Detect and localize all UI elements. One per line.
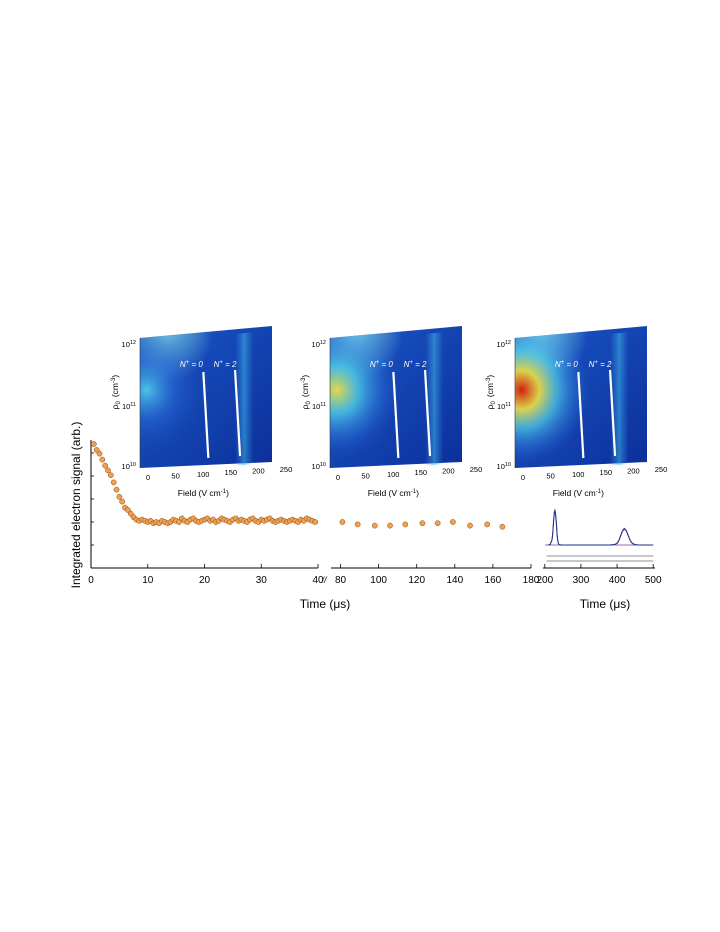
map-y-tick-label: 1010 <box>122 462 136 471</box>
ridge-line-n0 <box>392 371 400 459</box>
data-point <box>116 493 123 500</box>
x-tick-label: 500 <box>645 575 662 586</box>
heatmap-panel-3: N+ = 0 N+ = 2 1010 1011 1012 ρ0(cm-3) 0 50 100 15… <box>485 326 667 498</box>
map-y-tick-label: 1011 <box>312 402 326 411</box>
ridge-line-n2 <box>608 369 617 457</box>
ridge-line-n0 <box>577 371 585 459</box>
x-tick-label: 180 <box>523 575 540 586</box>
x-tick-label: 30 <box>256 575 268 586</box>
axis-break-symbol: // <box>320 575 328 585</box>
data-point <box>387 522 393 529</box>
map-y-tick-label: 1010 <box>312 462 326 471</box>
annotation-n0: N+ = 0 <box>370 360 393 369</box>
map-y-tick-label: 1012 <box>122 340 136 349</box>
data-point <box>419 520 426 527</box>
data-point <box>90 441 97 447</box>
data-point <box>110 479 117 486</box>
x-tick-label: 160 <box>485 575 502 586</box>
data-point <box>113 486 120 493</box>
x-tick-label: 200 <box>536 575 553 586</box>
map-x-tick-label: 50 <box>171 471 179 480</box>
data-point <box>339 519 346 525</box>
map-y-tick-label: 1011 <box>122 402 136 411</box>
annotation-n2: N+ = 2 <box>589 360 612 369</box>
data-point <box>108 472 114 479</box>
map-y-axis-label: ρ0(cm-3) <box>300 375 312 410</box>
data-point <box>96 450 103 457</box>
x-tick-label: 300 <box>573 575 590 586</box>
map-x-tick-label: 250 <box>280 465 293 474</box>
trace-line <box>548 508 654 546</box>
trace-panel-right: 200 300 400 500 <box>536 508 662 586</box>
ridge-line-n2 <box>233 369 242 457</box>
map-x-axis-label: Field (V cm-1) <box>368 488 419 498</box>
annotation-n2: N+ = 2 <box>404 360 427 369</box>
x-tick-label: 100 <box>370 575 387 586</box>
x-axis-label-main: Time (μs) <box>300 597 350 611</box>
map-y-axis-label: ρ0(cm-3) <box>110 375 122 410</box>
decay-panel-middle: 80 100 120 140 160 180 <box>331 519 540 586</box>
data-point <box>499 523 506 530</box>
map-x-tick-label: 200 <box>252 467 265 476</box>
data-point <box>102 462 109 469</box>
map-x-axis-label: Field (V cm-1) <box>178 488 229 498</box>
x-tick-label: 140 <box>446 575 463 586</box>
data-point <box>312 519 319 525</box>
annotation-n0: N+ = 0 <box>555 360 578 369</box>
map-x-tick-label: 150 <box>600 468 613 477</box>
map-x-tick-label: 100 <box>197 470 210 479</box>
data-point <box>371 522 378 529</box>
data-point <box>484 521 491 528</box>
x-tick-label: 10 <box>142 575 154 586</box>
decay-panel-left: 0 10 20 30 40 <box>88 440 324 586</box>
annotation-n2: N+ = 2 <box>214 360 237 369</box>
map-x-tick-label: 100 <box>572 470 585 479</box>
map-x-tick-label: 150 <box>225 468 238 477</box>
x-tick-label: 400 <box>609 575 626 586</box>
ridge-line-n0 <box>202 371 210 459</box>
map-x-tick-label: 200 <box>627 467 640 476</box>
map-x-tick-label: 0 <box>521 473 525 482</box>
data-point <box>354 521 361 528</box>
x-tick-label: 80 <box>335 575 347 586</box>
map-y-tick-label: 1012 <box>497 340 511 349</box>
heatmap-panel-1: N+ = 0 N+ = 2 1010 1011 1012 ρ0(cm-3) 0 50 100 15… <box>110 326 292 498</box>
map-x-tick-label: 50 <box>361 471 369 480</box>
map-x-tick-label: 0 <box>336 473 340 482</box>
data-point <box>402 521 409 528</box>
data-point <box>99 456 106 463</box>
ridge-line-n2 <box>423 369 432 457</box>
map-y-tick-label: 1011 <box>497 402 511 411</box>
trace-line <box>548 510 654 546</box>
x-axis-label-right: Time (μs) <box>580 597 630 611</box>
y-axis-label: Integrated electron signal (arb.) <box>69 422 83 589</box>
x-tick-label: 120 <box>408 575 425 586</box>
map-y-axis-label: ρ0(cm-3) <box>485 375 497 410</box>
x-tick-label: 20 <box>199 575 211 586</box>
map-x-tick-label: 150 <box>415 468 428 477</box>
data-point <box>434 520 441 527</box>
map-y-tick-label: 1010 <box>497 462 511 471</box>
data-point <box>105 467 111 474</box>
data-point <box>450 519 456 525</box>
annotation-n0: N+ = 0 <box>180 360 203 369</box>
map-x-tick-label: 200 <box>442 467 455 476</box>
heatmap-panel-2: N+ = 0 N+ = 2 1010 1011 1012 ρ0(cm-3) 0 50 100 15… <box>300 326 482 498</box>
x-tick-label: 40 <box>312 575 324 586</box>
map-x-tick-label: 0 <box>146 473 150 482</box>
map-y-tick-label: 1012 <box>312 340 326 349</box>
data-point <box>467 522 473 529</box>
data-point <box>119 498 126 505</box>
map-x-tick-label: 250 <box>655 465 668 474</box>
map-x-tick-label: 50 <box>546 471 554 480</box>
map-x-axis-label: Field (V cm-1) <box>553 488 604 498</box>
map-x-tick-label: 250 <box>470 465 483 474</box>
map-x-tick-label: 100 <box>387 470 400 479</box>
x-tick-label: 0 <box>88 575 94 586</box>
